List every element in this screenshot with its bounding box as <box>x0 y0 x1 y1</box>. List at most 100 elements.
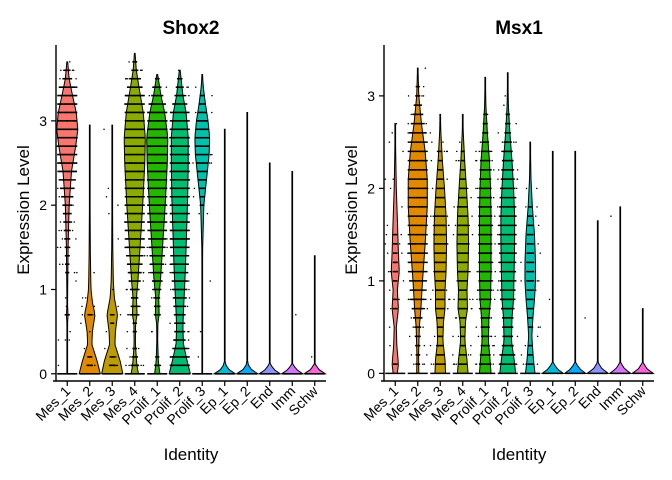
cell-point <box>65 128 67 131</box>
cell-point <box>409 178 411 180</box>
cell-point <box>389 289 391 291</box>
cell-point <box>200 373 203 375</box>
cell-point <box>434 215 436 217</box>
cell-point <box>139 128 142 131</box>
cell-point <box>59 145 61 147</box>
cell-point <box>425 298 427 301</box>
cell-point <box>165 136 168 139</box>
cell-point <box>72 170 74 173</box>
cell-point <box>468 270 470 273</box>
cell-point <box>134 238 137 240</box>
cell-point <box>150 136 152 139</box>
cell-point <box>501 307 503 310</box>
cell-point <box>137 246 139 249</box>
cell-point <box>532 243 534 245</box>
cell-point <box>74 103 77 105</box>
cell-point <box>442 270 444 273</box>
cell-point <box>178 347 180 350</box>
cell-point <box>141 69 143 72</box>
cell-point <box>171 120 173 122</box>
cell-point <box>165 120 167 122</box>
cell-point <box>410 113 412 116</box>
cell-point <box>512 363 515 365</box>
cell-point <box>75 280 77 282</box>
cell-point <box>142 238 145 240</box>
cell-point <box>482 196 485 199</box>
cell-point <box>199 330 202 333</box>
cell-point <box>513 187 515 190</box>
cell-point <box>201 111 204 114</box>
cell-point <box>71 94 74 97</box>
violin-end <box>585 220 610 374</box>
cell-point <box>179 373 181 375</box>
cell-point <box>73 120 75 122</box>
cell-point <box>147 196 149 198</box>
cell-point <box>442 280 444 282</box>
cell-point <box>93 271 95 274</box>
cell-point <box>548 298 551 301</box>
cell-point <box>154 314 156 316</box>
cell-point <box>140 246 142 249</box>
cell-point <box>507 206 510 208</box>
cell-point <box>497 132 500 134</box>
cell-point <box>188 280 190 282</box>
cell-point <box>209 153 212 156</box>
cell-point <box>505 233 507 236</box>
cell-point <box>471 233 474 236</box>
cell-point <box>170 246 172 249</box>
cell-point <box>159 170 162 173</box>
cell-point <box>126 288 128 291</box>
cell-point <box>170 288 172 291</box>
cell-point <box>435 261 438 264</box>
cell-point <box>466 252 469 254</box>
cell-point <box>478 307 481 310</box>
cell-point <box>56 136 59 139</box>
cell-point <box>135 196 138 198</box>
cell-point <box>178 94 181 97</box>
cell-point <box>430 298 432 301</box>
cell-point <box>431 141 433 143</box>
cell-point <box>181 128 184 131</box>
cell-point <box>421 159 423 162</box>
cell-point <box>455 363 457 365</box>
cell-point <box>424 132 427 134</box>
cell-point <box>506 326 509 328</box>
cell-point <box>415 252 417 254</box>
cell-point <box>59 120 62 122</box>
cell-point <box>198 212 200 215</box>
cell-point <box>389 270 392 273</box>
cell-point <box>423 196 426 199</box>
cell-point <box>514 196 517 199</box>
cell-point <box>424 187 427 190</box>
cell-point <box>112 288 114 291</box>
cell-point <box>423 363 426 365</box>
cell-point <box>509 252 512 254</box>
cell-point <box>438 261 441 264</box>
cell-point <box>173 271 175 274</box>
cell-point <box>171 145 174 147</box>
cell-point <box>153 162 156 164</box>
cell-point <box>159 364 162 367</box>
cell-point <box>181 221 184 223</box>
cell-point <box>514 270 516 273</box>
cell-point <box>63 86 66 88</box>
cell-point <box>391 132 393 134</box>
cell-point <box>126 330 129 333</box>
cell-point <box>156 136 158 139</box>
cell-point <box>131 94 134 97</box>
cell-point <box>153 297 155 299</box>
cell-point <box>392 178 394 180</box>
cell-point <box>452 233 455 236</box>
cell-point <box>138 145 141 147</box>
cell-point <box>129 238 131 240</box>
cell-point <box>448 298 451 301</box>
cell-point <box>197 356 200 358</box>
cell-point <box>425 280 428 282</box>
cell-point <box>65 94 67 97</box>
cell-point <box>156 187 158 190</box>
cell-point <box>57 120 59 122</box>
cell-point <box>470 196 472 199</box>
cell-point <box>130 170 133 173</box>
cell-point <box>481 363 483 365</box>
cell-point <box>175 330 178 333</box>
